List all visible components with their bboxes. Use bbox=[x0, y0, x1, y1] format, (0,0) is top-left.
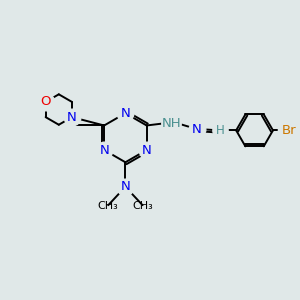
Text: N: N bbox=[99, 143, 109, 157]
Text: N: N bbox=[121, 107, 130, 120]
Text: N: N bbox=[121, 180, 130, 193]
Text: O: O bbox=[40, 95, 51, 108]
Text: NH: NH bbox=[161, 116, 181, 130]
Text: Br: Br bbox=[282, 124, 296, 137]
Text: CH₃: CH₃ bbox=[132, 201, 153, 212]
Text: H: H bbox=[216, 124, 225, 137]
Text: N: N bbox=[142, 143, 152, 157]
Text: CH₃: CH₃ bbox=[98, 201, 118, 212]
Text: N: N bbox=[67, 111, 77, 124]
Text: N: N bbox=[192, 123, 202, 136]
